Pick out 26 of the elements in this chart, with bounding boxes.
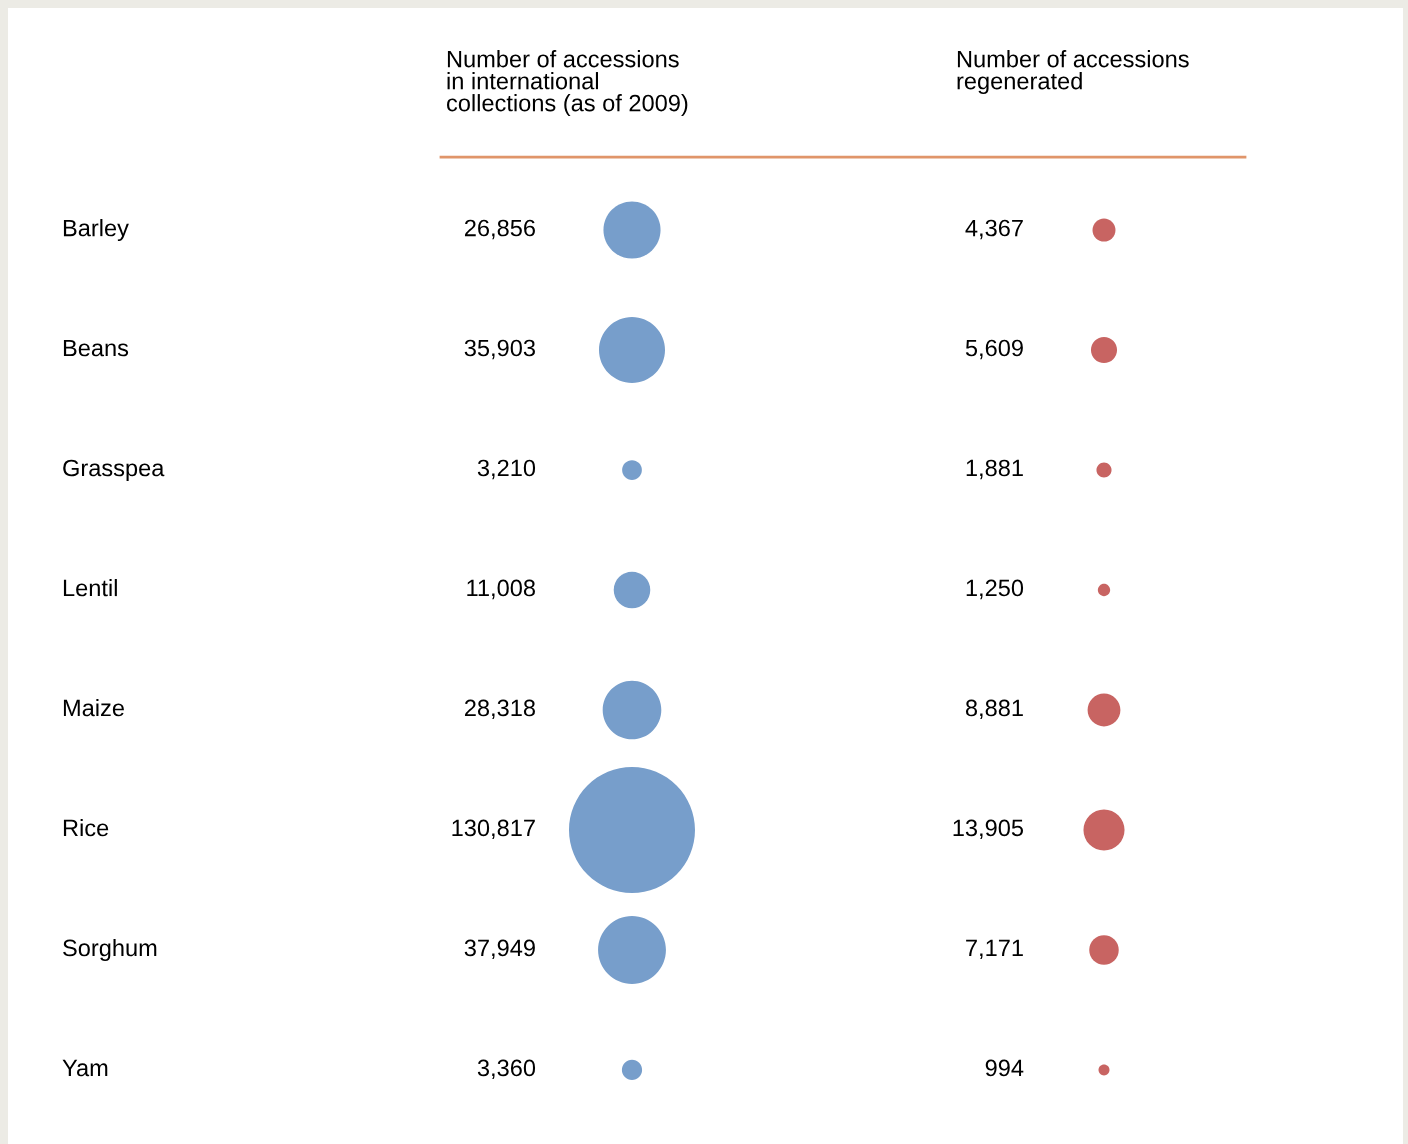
category-label: Lentil [63,578,117,597]
data-label: 11,008 [467,579,535,600]
data-label: 28,318 [464,699,535,720]
data-label: 130,817 [452,819,535,840]
data-label: 8,881 [965,699,1023,720]
data-label: 1,250 [966,579,1024,600]
data-label: 1,881 [966,459,1023,480]
data-label: 13,905 [953,819,1024,840]
category-label: Barley [63,219,129,242]
data-label: 4,367 [965,219,1023,240]
category-label: Yam [62,1059,108,1077]
text: Number of accessions in international collections (as of 2009) [447,50,688,117]
data-label: 3,360 [477,1059,536,1080]
data-label: 37,949 [464,939,535,960]
category-label: Rice [63,818,109,837]
data-label: 994 [985,1059,1024,1077]
data-label: 7,171 [966,939,1023,960]
text: Number of accessions regenerated [957,50,1189,95]
category-label: Sorghum [63,938,157,961]
category-label: Maize [63,698,124,717]
category-label: Grasspea [63,459,165,482]
data-label: 5,609 [965,339,1023,360]
data-label: 26,856 [464,219,535,240]
data-label: 35,903 [464,339,535,360]
category-label: Beans [63,339,129,357]
data-label: 3,210 [477,459,536,480]
